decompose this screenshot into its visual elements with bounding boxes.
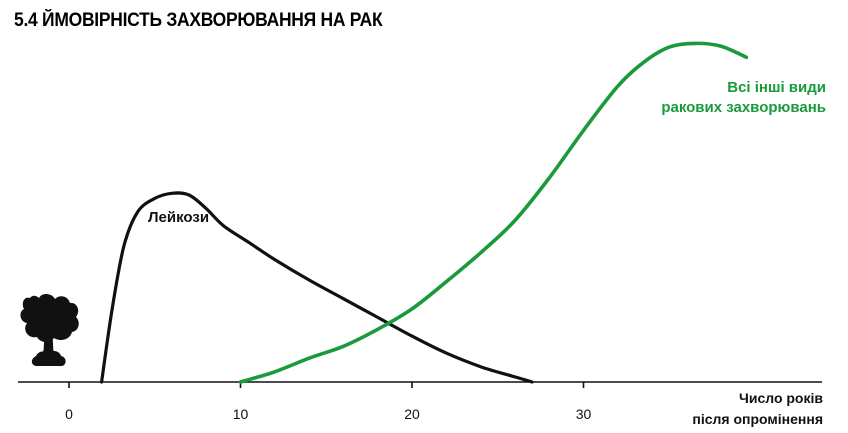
mushroom-cloud-stem	[42, 336, 55, 356]
x-tick-label: 30	[576, 406, 592, 422]
series-label-leukemia: Лейкози	[148, 209, 209, 226]
x-tick-label: 20	[404, 406, 420, 422]
series-label-other-line1: Всі інші види	[727, 79, 826, 96]
x-axis-label-line1: Число років	[739, 390, 823, 406]
x-axis-ticks: 0 10 20 30	[65, 382, 591, 422]
series-label-other-line2: ракових захворювань	[661, 99, 826, 116]
x-tick-label: 10	[233, 406, 249, 422]
x-tick-label: 0	[65, 406, 73, 422]
chart-title: 5.4 ЙМОВІРНІСТЬ ЗАХВОРЮВАННЯ НА РАК	[14, 10, 383, 31]
x-axis-label-line2: після опромінення	[692, 411, 823, 427]
series-line-other-cancers	[238, 41, 749, 384]
mushroom-cloud-base	[31, 350, 66, 366]
mushroom-cloud-icon	[20, 293, 79, 366]
series-line-leukemia	[100, 191, 534, 384]
mushroom-cloud-cap	[20, 293, 79, 343]
